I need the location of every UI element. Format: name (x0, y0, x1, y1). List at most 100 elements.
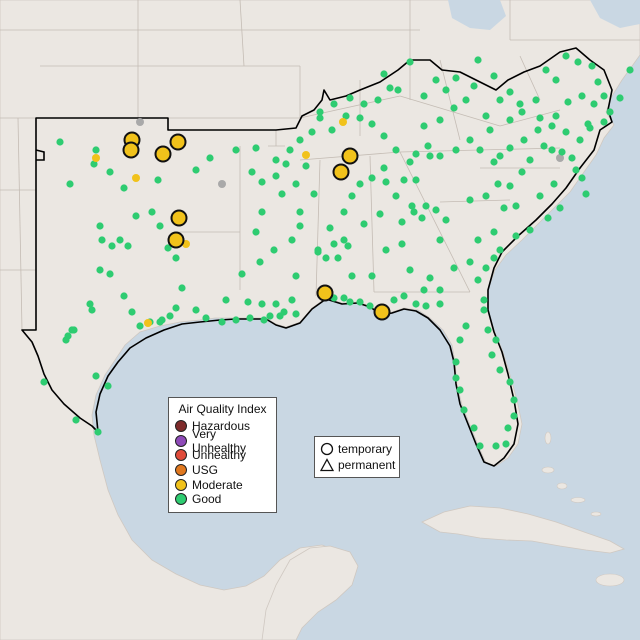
good-site-marker (308, 128, 316, 136)
good-site-marker (116, 236, 124, 244)
legend-row-unhealthy: Unhealthy (175, 448, 270, 463)
good-site-marker (480, 296, 488, 304)
good-site-marker (510, 396, 518, 404)
good-site-marker (436, 152, 444, 160)
good-site-marker (406, 158, 414, 166)
good-site-marker (238, 270, 246, 278)
good-site-marker (548, 122, 556, 130)
good-site-marker (148, 208, 156, 216)
good-site-marker (56, 138, 64, 146)
good-site-marker (552, 112, 560, 120)
good-site-marker (136, 322, 144, 330)
good-site-marker (436, 116, 444, 124)
good-site-marker (356, 114, 364, 122)
good-site-marker (232, 316, 240, 324)
good-site-marker (496, 246, 504, 254)
good-site-marker (94, 428, 102, 436)
good-site-marker (408, 202, 416, 210)
good-site-marker (536, 192, 544, 200)
good-site-marker (340, 208, 348, 216)
good-site-marker (258, 178, 266, 186)
good-site-marker (482, 192, 490, 200)
good-site-marker (400, 292, 408, 300)
good-site-marker (340, 294, 348, 302)
good-site-marker (120, 184, 128, 192)
good-site-marker (98, 236, 106, 244)
good-site-marker (272, 156, 280, 164)
good-site-marker (486, 126, 494, 134)
good-site-marker (330, 100, 338, 108)
good-site-marker (452, 358, 460, 366)
region-outline (21, 47, 613, 467)
good-site-marker (386, 84, 394, 92)
shape-legend-label-permanent: permanent (338, 458, 396, 472)
good-site-marker (356, 298, 364, 306)
good-site-marker (474, 236, 482, 244)
good-site-marker (394, 86, 402, 94)
good-site-marker (342, 112, 350, 120)
good-site-marker (164, 244, 172, 252)
good-site-marker (218, 318, 226, 326)
good-site-marker (450, 264, 458, 272)
good-site-marker (496, 152, 504, 160)
legend-title: Air Quality Index (178, 402, 267, 416)
good-site-marker (420, 122, 428, 130)
good-site-marker (296, 222, 304, 230)
good-site-marker (400, 176, 408, 184)
good-site-marker (334, 254, 342, 262)
good-site-marker (206, 154, 214, 162)
good-site-marker (86, 300, 94, 308)
legend-row-hazardous: Hazardous (175, 419, 270, 434)
good-site-marker (422, 302, 430, 310)
good-site-marker (368, 272, 376, 280)
circle-icon (320, 442, 334, 456)
good-site-marker (248, 168, 256, 176)
good-site-marker (490, 228, 498, 236)
good-site-marker (534, 126, 542, 134)
good-site-marker (346, 298, 354, 306)
good-site-marker (424, 142, 432, 150)
legend-swatch-hazardous (175, 420, 187, 433)
good-site-marker (398, 240, 406, 248)
good-site-marker (462, 322, 470, 330)
good-site-marker (40, 378, 48, 386)
good-site-marker (106, 168, 114, 176)
good-site-marker (232, 146, 240, 154)
good-site-marker (606, 108, 614, 116)
shape-legend-row-temporary: temporary (320, 441, 394, 457)
good-site-marker (550, 180, 558, 188)
good-site-marker (558, 148, 566, 156)
good-site-marker (246, 314, 254, 322)
good-site-marker (494, 180, 502, 188)
good-site-marker (562, 52, 570, 60)
legend-label-very-unhealthy: Very Unhealthy (192, 426, 247, 455)
good-site-marker (578, 174, 586, 182)
good-site-marker (518, 168, 526, 176)
good-site-marker (516, 100, 524, 108)
good-site-marker (584, 120, 592, 128)
good-site-marker (222, 296, 230, 304)
legend-swatch-very-unhealthy (175, 434, 187, 447)
good-site-marker (392, 146, 400, 154)
good-site-marker (616, 94, 624, 102)
good-site-marker (588, 62, 596, 70)
good-site-marker (368, 120, 376, 128)
good-site-marker (426, 152, 434, 160)
good-site-marker (502, 440, 510, 448)
good-site-marker (256, 258, 264, 266)
great-lakes (448, 0, 640, 30)
good-site-marker (532, 96, 540, 104)
good-site-marker (452, 146, 460, 154)
land-cuba (421, 505, 626, 554)
good-site-marker (172, 254, 180, 262)
good-site-marker (574, 58, 582, 66)
good-site-marker (548, 146, 556, 154)
good-site-marker (462, 96, 470, 104)
legend-swatch-moderate (175, 478, 187, 491)
good-site-marker (272, 172, 280, 180)
good-site-marker (330, 240, 338, 248)
legend-row-good: Good (175, 492, 270, 507)
good-site-marker (120, 292, 128, 300)
good-site-marker (506, 182, 514, 190)
